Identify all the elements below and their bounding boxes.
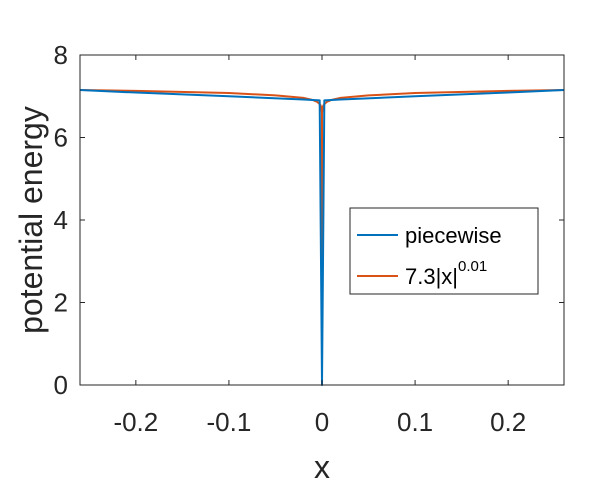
y-axis-label: potential energy bbox=[13, 106, 49, 334]
legend-label-power-law-exponent: 0.01 bbox=[458, 258, 487, 275]
x-axis-label: x bbox=[314, 449, 330, 485]
x-tick-label: 0.1 bbox=[397, 407, 433, 437]
legend-label-power-law-base: 7.3|x| bbox=[405, 264, 458, 289]
y-tick-label: 0 bbox=[54, 370, 68, 400]
x-tick-label: 0.2 bbox=[490, 407, 526, 437]
x-tick-label: -0.1 bbox=[207, 407, 252, 437]
legend-label-power-law: 7.3|x|0.01 bbox=[405, 258, 487, 289]
y-tick-label: 8 bbox=[54, 40, 68, 70]
x-tick-label: 0 bbox=[315, 407, 329, 437]
legend-box bbox=[349, 207, 539, 295]
y-tick-label: 2 bbox=[54, 288, 68, 318]
x-tick-label: -0.2 bbox=[113, 407, 158, 437]
legend-label-piecewise: piecewise bbox=[405, 223, 502, 248]
y-tick-label: 4 bbox=[54, 205, 68, 235]
legend: piecewise 7.3|x|0.01 bbox=[349, 207, 539, 295]
y-axis-ticks: 0 2 4 6 8 bbox=[54, 40, 564, 400]
y-tick-label: 6 bbox=[54, 123, 68, 153]
x-axis-ticks: -0.2 -0.1 0 0.1 0.2 bbox=[113, 55, 526, 437]
